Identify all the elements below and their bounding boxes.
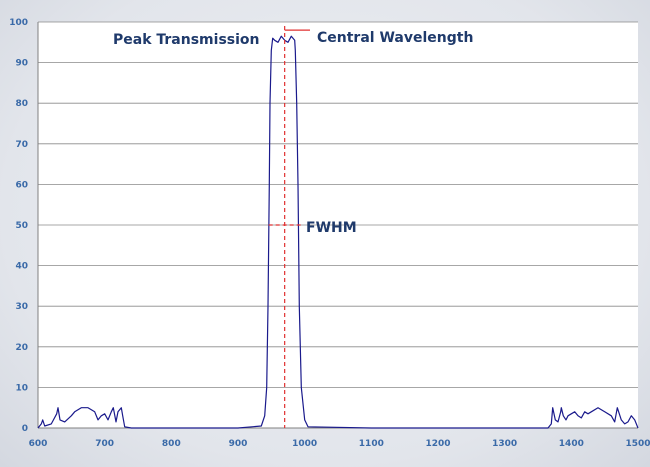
x-tick-600: 600 (29, 439, 48, 449)
y-tick-10: 10 (15, 383, 28, 393)
fwhm-label: FWHM (306, 220, 357, 236)
peak-transmission-label: Peak Transmission (113, 32, 260, 48)
y-tick-40: 40 (15, 262, 28, 272)
x-tick-700: 700 (95, 439, 114, 449)
x-tick-1200: 1200 (425, 439, 450, 449)
x-tick-900: 900 (229, 439, 248, 449)
y-tick-80: 80 (15, 99, 28, 109)
transmission-curve (37, 35, 639, 429)
x-tick-800: 800 (162, 439, 181, 449)
y-tick-100: 100 (9, 18, 28, 28)
x-tick-1500: 1500 (625, 439, 650, 449)
y-tick-50: 50 (15, 221, 28, 231)
x-tick-1000: 1000 (292, 439, 317, 449)
y-tick-0: 0 (22, 424, 28, 434)
x-tick-1400: 1400 (559, 439, 584, 449)
y-tick-30: 30 (15, 302, 28, 312)
x-tick-1100: 1100 (359, 439, 384, 449)
y-tick-60: 60 (15, 180, 28, 190)
y-tick-90: 90 (15, 59, 28, 69)
y-tick-20: 20 (15, 343, 28, 353)
x-tick-1300: 1300 (492, 439, 517, 449)
y-tick-70: 70 (15, 140, 28, 150)
central-wavelength-label: Central Wavelength (317, 30, 473, 46)
